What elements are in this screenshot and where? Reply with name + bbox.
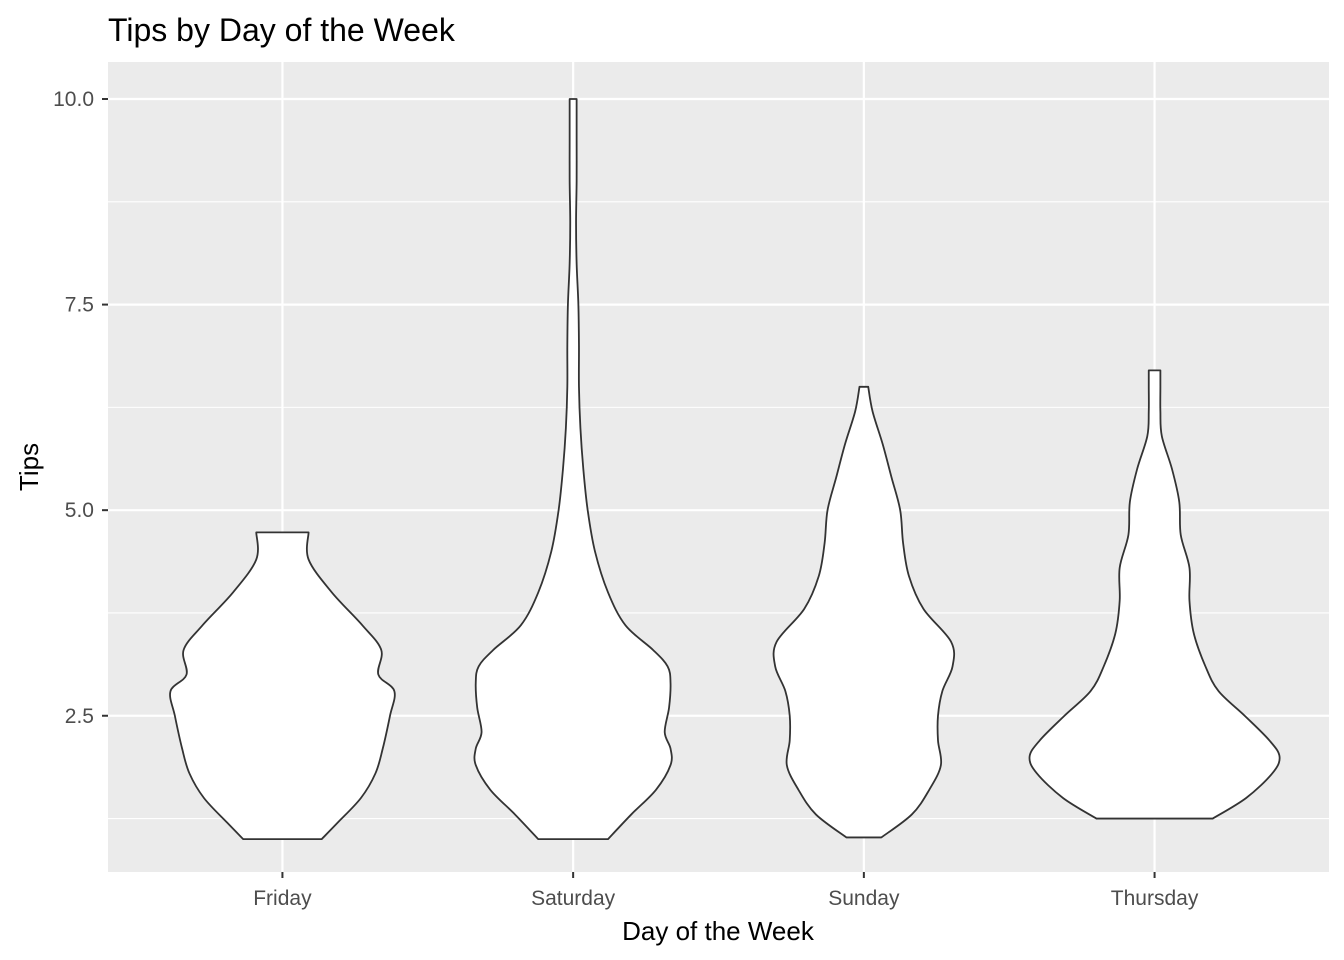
violin-friday	[169, 531, 396, 841]
violin-sunday	[772, 385, 956, 839]
violin-saturday	[473, 98, 673, 841]
y-tick-label: 10.0	[53, 88, 94, 111]
y-tick-label: 2.5	[65, 705, 94, 728]
chart-title: Tips by Day of the Week	[108, 12, 456, 48]
violins	[169, 98, 1281, 841]
violin-thursday	[1028, 369, 1281, 820]
x-axis-title: Day of the Week	[622, 916, 815, 946]
y-axis-title: Tips	[14, 443, 44, 491]
y-axis-ticks: 2.5 5.0 7.5 10.0	[53, 88, 108, 728]
x-axis-ticks: Friday Saturday Sunday Thursday	[253, 872, 1199, 910]
x-tick-label: Saturday	[531, 887, 616, 910]
x-tick-label: Sunday	[828, 887, 900, 910]
x-tick-label: Friday	[253, 887, 312, 910]
y-tick-label: 7.5	[65, 294, 94, 317]
y-tick-label: 5.0	[65, 499, 94, 522]
x-tick-label: Thursday	[1111, 887, 1199, 910]
